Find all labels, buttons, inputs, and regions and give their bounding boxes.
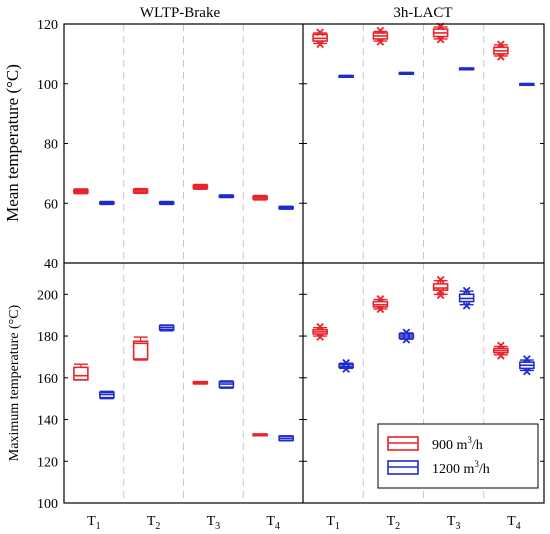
y-tick-label: 80 bbox=[44, 138, 58, 153]
outlier-marker bbox=[376, 295, 385, 303]
legend: 900 m3/h 1200 m3/h bbox=[377, 423, 539, 489]
outlier-marker bbox=[376, 26, 385, 35]
box-s1200-panel3-t3 bbox=[458, 286, 475, 310]
box-s900-panel0-t4 bbox=[252, 194, 268, 201]
y-axis-label-maximum-temperature: Maximum temperature (°C) bbox=[7, 304, 22, 461]
column-title-wltp-brake: WLTP-Brake bbox=[140, 5, 221, 21]
x-tick-label: T4 bbox=[507, 514, 521, 532]
outlier-marker bbox=[316, 28, 324, 37]
y-tick-label: 60 bbox=[44, 197, 58, 212]
legend-label: 900 m3/h bbox=[432, 435, 483, 453]
box-s900-panel1-t1 bbox=[312, 28, 328, 49]
box-s1200-panel0-t4 bbox=[278, 205, 294, 210]
box-s1200-panel2-t2 bbox=[158, 324, 175, 332]
outlier-marker bbox=[342, 358, 350, 367]
outlier-marker bbox=[497, 40, 505, 49]
box-body bbox=[432, 283, 449, 291]
outlier-marker bbox=[402, 328, 411, 337]
outlier-marker bbox=[376, 38, 385, 46]
y-tick-label: 120 bbox=[37, 18, 58, 33]
outlier-marker bbox=[497, 341, 505, 350]
box-s1200-panel0-t3 bbox=[218, 194, 235, 199]
box-s900-panel0-t3 bbox=[192, 183, 209, 190]
box-s1200-panel3-t1 bbox=[338, 358, 354, 373]
outlier-marker bbox=[523, 355, 531, 363]
box-s900-panel3-t4 bbox=[493, 341, 509, 360]
x-tick-label: T1 bbox=[87, 514, 101, 532]
y-tick-label: 40 bbox=[44, 257, 58, 272]
y-axis-label-mean-temperature: Mean temperature (°C) bbox=[3, 64, 22, 222]
box-s900-panel2-t4 bbox=[252, 433, 268, 437]
box-s1200-panel1-t2 bbox=[398, 71, 415, 75]
box-s1200-panel3-t4 bbox=[519, 355, 535, 376]
box-s900-panel3-t2 bbox=[372, 295, 389, 314]
outlier-marker bbox=[436, 275, 445, 284]
outlier-marker bbox=[497, 352, 505, 360]
plot-area: 40 60 80 100 120 100 120 140 160 180 200 T1 T2 T3 T4 T1… bbox=[37, 18, 545, 532]
y-tick-label: 180 bbox=[37, 330, 58, 345]
legend-label: 1200 m3/h bbox=[432, 459, 490, 477]
y-tick-label: 120 bbox=[37, 455, 58, 470]
box-s1200-panel0-t2 bbox=[158, 200, 175, 206]
x-tick-label: T2 bbox=[387, 514, 401, 532]
x-tick-label: T3 bbox=[447, 514, 461, 532]
y-tick-label: 100 bbox=[37, 497, 58, 512]
box-s900-panel3-t3 bbox=[432, 275, 449, 300]
outlier-marker bbox=[436, 288, 445, 297]
outlier-marker bbox=[497, 53, 505, 61]
x-tick-label: T1 bbox=[326, 514, 340, 532]
box-s1200-panel0-t1 bbox=[99, 200, 115, 206]
box-s900-panel1-t2 bbox=[372, 26, 389, 46]
y-tick-label: 160 bbox=[37, 372, 58, 387]
box-s900-panel0-t2 bbox=[132, 187, 149, 195]
column-title-3h-lact: 3h-LACT bbox=[393, 5, 452, 21]
x-tick-label: T4 bbox=[266, 514, 280, 532]
box-s1200-panel2-t4 bbox=[278, 435, 294, 442]
box-s900-panel1-t4 bbox=[493, 40, 509, 61]
outlier-marker bbox=[342, 365, 350, 373]
outlier-marker bbox=[316, 40, 324, 49]
legend-item-s1200: 1200 m3/h bbox=[387, 459, 490, 477]
legend-box bbox=[377, 423, 539, 489]
y-tick-label: 200 bbox=[37, 288, 58, 303]
outlier-marker bbox=[436, 35, 445, 44]
legend-item-s900: 900 m3/h bbox=[387, 435, 483, 453]
outlier-marker bbox=[462, 286, 471, 295]
outlier-marker bbox=[402, 335, 411, 344]
box-s900-panel0-t1 bbox=[73, 188, 89, 195]
box-s1200-panel2-t3 bbox=[218, 380, 235, 389]
outlier-marker bbox=[523, 367, 531, 376]
x-tick-label: T3 bbox=[207, 514, 221, 532]
box-s1200-panel1-t3 bbox=[458, 67, 475, 71]
box-s900-panel3-t1 bbox=[312, 322, 328, 341]
box-s900-panel2-t1 bbox=[73, 363, 89, 381]
outlier-marker bbox=[376, 305, 385, 314]
y-tick-label: 140 bbox=[37, 414, 58, 429]
box-s1200-panel2-t1 bbox=[99, 390, 115, 400]
box-s1200-panel1-t1 bbox=[338, 74, 354, 78]
box-s900-panel2-t3 bbox=[192, 380, 209, 385]
outlier-marker bbox=[462, 301, 471, 310]
outlier-marker bbox=[316, 322, 324, 331]
x-tick-label: T2 bbox=[147, 514, 161, 532]
box-s1200-panel1-t4 bbox=[519, 82, 535, 87]
outlier-marker bbox=[316, 333, 324, 341]
y-tick-label: 100 bbox=[37, 78, 58, 93]
box-body bbox=[132, 340, 149, 360]
box-body bbox=[73, 366, 89, 381]
box-s900-panel1-t3 bbox=[432, 22, 449, 44]
box-s900-panel2-t2 bbox=[132, 336, 149, 361]
box-s1200-panel3-t2 bbox=[398, 328, 415, 344]
